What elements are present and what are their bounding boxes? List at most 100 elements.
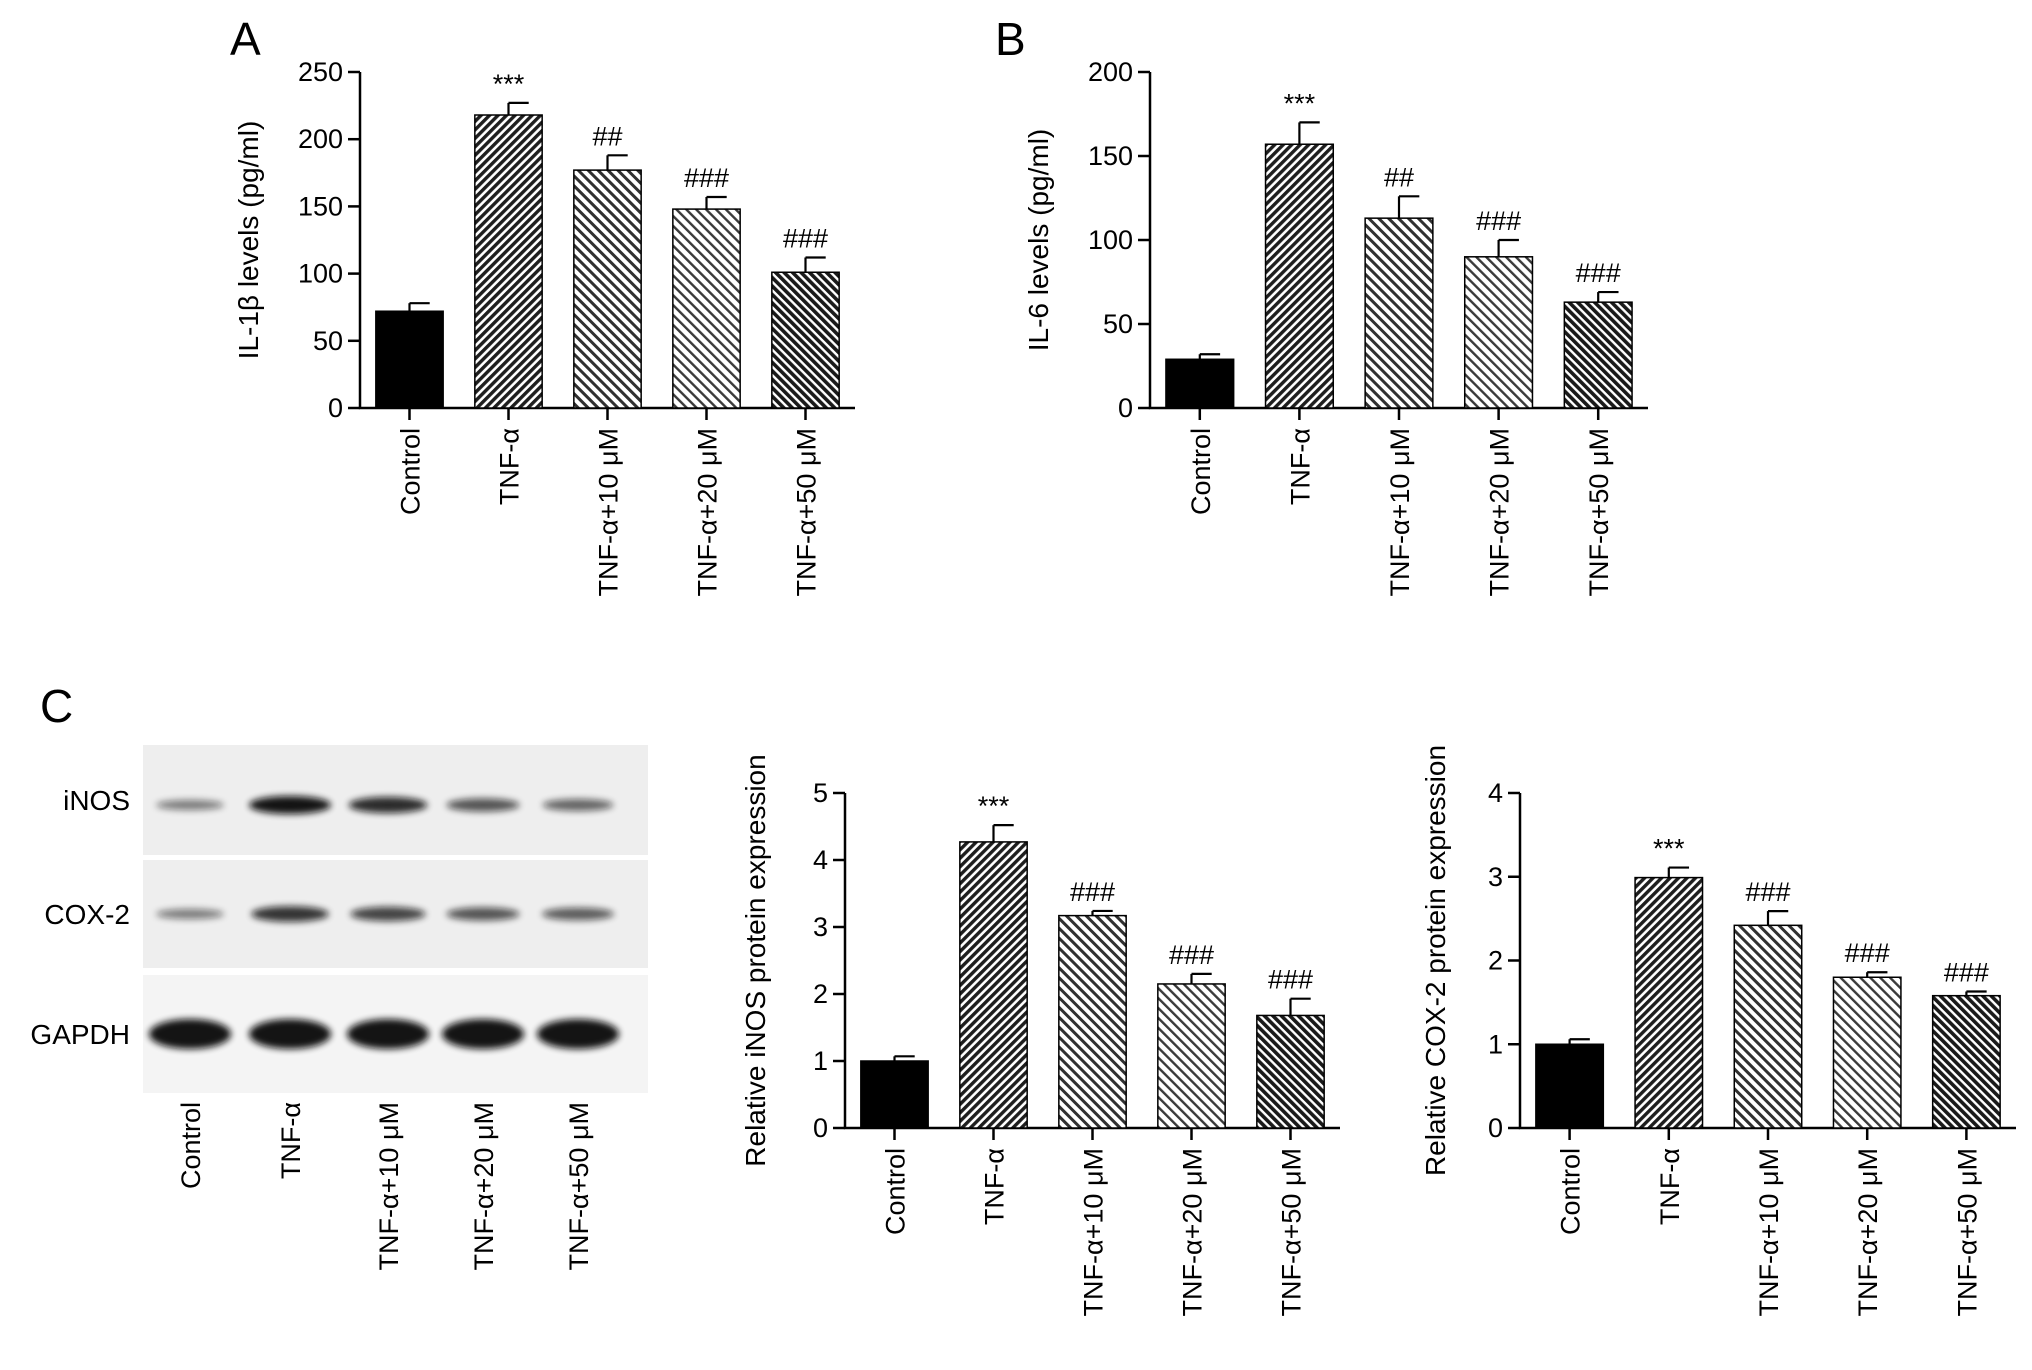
- y-axis-label: Relative COX-2 protein expression: [1420, 745, 1451, 1176]
- blot-band: [149, 1019, 231, 1049]
- western-blot: iNOS COX-2 GAPDH Control TNF-α TNF-α+10 μM TNF…: [30, 745, 648, 1270]
- blot-band: [542, 799, 614, 811]
- bar: [1264, 143, 1335, 409]
- blot-band: [249, 796, 331, 814]
- y-tick-label: 1: [1488, 1029, 1503, 1059]
- y-tick-label: 150: [298, 191, 343, 221]
- blot-band: [347, 1019, 429, 1049]
- x-tick-label: TNF-α+50 μM: [1277, 1148, 1307, 1316]
- bar: [1931, 994, 2001, 1129]
- blot-band: [350, 906, 426, 922]
- blot-band: [156, 908, 224, 920]
- bar: [375, 310, 444, 409]
- significance-label: ###: [1169, 940, 1214, 970]
- y-tick-label: 100: [1088, 225, 1133, 255]
- significance-label: ***: [1653, 834, 1685, 864]
- bar: [1535, 1043, 1605, 1129]
- y-tick-label: 4: [1488, 778, 1503, 808]
- blot-band: [541, 907, 615, 921]
- bar: [1157, 983, 1226, 1129]
- blot-row-label: GAPDH: [30, 1019, 130, 1050]
- significance-label: ###: [1576, 258, 1621, 288]
- bar: [474, 114, 543, 409]
- significance-label: ###: [1745, 877, 1790, 907]
- bar: [1463, 256, 1534, 409]
- x-tick-label: TNF-α+10 μM: [1079, 1148, 1109, 1316]
- y-tick-label: 2: [813, 979, 828, 1009]
- x-tick-label: Control: [396, 428, 426, 515]
- x-tick-label: TNF-α: [1285, 428, 1315, 505]
- x-tick-label: TNF-α+20 μM: [693, 428, 723, 596]
- significance-label: ###: [1845, 938, 1890, 968]
- y-tick-label: 5: [813, 778, 828, 808]
- blot-band: [348, 796, 428, 814]
- significance-label: ***: [1284, 88, 1316, 118]
- blot-lane-label: Control: [176, 1102, 206, 1189]
- bar: [1058, 914, 1127, 1129]
- bar: [1563, 301, 1633, 409]
- x-tick-label: TNF-α: [495, 428, 525, 505]
- y-tick-label: 3: [1488, 862, 1503, 892]
- significance-label: ***: [978, 791, 1010, 821]
- blot-row-label: COX-2: [44, 899, 130, 930]
- blot-lane-label: TNF-α+10 μM: [374, 1102, 404, 1270]
- bar: [1364, 217, 1434, 409]
- y-tick-label: 50: [313, 326, 343, 356]
- significance-label: ###: [1476, 206, 1521, 236]
- y-axis-label: IL-1β levels (pg/ml): [233, 121, 264, 360]
- y-tick-label: 250: [298, 57, 343, 87]
- panel-label-b: B: [995, 13, 1026, 65]
- y-tick-label: 50: [1103, 309, 1133, 339]
- x-tick-label: TNF-α+10 μM: [594, 428, 624, 596]
- blot-lane-label: TNF-α+20 μM: [469, 1102, 499, 1270]
- bar: [573, 169, 642, 409]
- y-tick-label: 3: [813, 912, 828, 942]
- significance-label: ###: [1944, 957, 1989, 987]
- x-tick-label: Control: [1556, 1148, 1586, 1235]
- bar: [1634, 876, 1704, 1129]
- bar: [1733, 924, 1803, 1129]
- blot-lane-label: TNF-α+50 μM: [564, 1102, 594, 1270]
- bar: [1832, 976, 1902, 1129]
- chart-cox2: 0 1 2 3 4 Relative COX-2 protein expression Co…: [1420, 745, 2016, 1316]
- chart-il6: 0 50 100 150 200 IL-6 levels (pg/ml) Control **…: [1023, 57, 1648, 596]
- x-tick-label: TNF-α+50 μM: [1584, 428, 1614, 596]
- blot-band: [537, 1019, 619, 1049]
- y-tick-label: 150: [1088, 141, 1133, 171]
- panel-label-a: A: [230, 13, 261, 65]
- y-tick-label: 4: [813, 845, 828, 875]
- significance-label: ###: [684, 163, 729, 193]
- significance-label: ##: [1384, 162, 1414, 192]
- x-tick-label: Control: [1186, 428, 1216, 515]
- x-tick-label: Control: [881, 1148, 911, 1235]
- y-tick-label: 100: [298, 259, 343, 289]
- significance-label: ###: [1070, 877, 1115, 907]
- significance-label: ##: [592, 121, 622, 151]
- y-tick-label: 200: [1088, 57, 1133, 87]
- bar: [1256, 1014, 1325, 1129]
- y-axis-label: IL-6 levels (pg/ml): [1023, 129, 1054, 352]
- blot-row-label: iNOS: [63, 785, 130, 816]
- bar: [672, 208, 741, 409]
- blot-band: [442, 1019, 524, 1049]
- x-tick-label: TNF-α+10 μM: [1385, 428, 1415, 596]
- blot-band: [446, 907, 520, 921]
- significance-label: ###: [1268, 965, 1313, 995]
- blot-band: [446, 798, 520, 812]
- significance-label: ###: [783, 223, 828, 253]
- panel-label-c: C: [40, 680, 73, 732]
- bar: [771, 271, 840, 409]
- x-tick-label: TNF-α+50 μM: [1952, 1148, 1982, 1316]
- y-tick-label: 0: [328, 393, 343, 423]
- significance-label: ***: [493, 69, 525, 99]
- bar: [1165, 358, 1235, 409]
- x-tick-label: TNF-α+20 μM: [1853, 1148, 1883, 1316]
- y-tick-label: 1: [813, 1046, 828, 1076]
- blot-band: [156, 799, 224, 811]
- bar: [959, 841, 1028, 1129]
- y-tick-label: 0: [1118, 393, 1133, 423]
- x-tick-label: TNF-α+20 μM: [1485, 428, 1515, 596]
- x-tick-label: TNF-α: [1655, 1148, 1685, 1225]
- x-tick-label: TNF-α+20 μM: [1178, 1148, 1208, 1316]
